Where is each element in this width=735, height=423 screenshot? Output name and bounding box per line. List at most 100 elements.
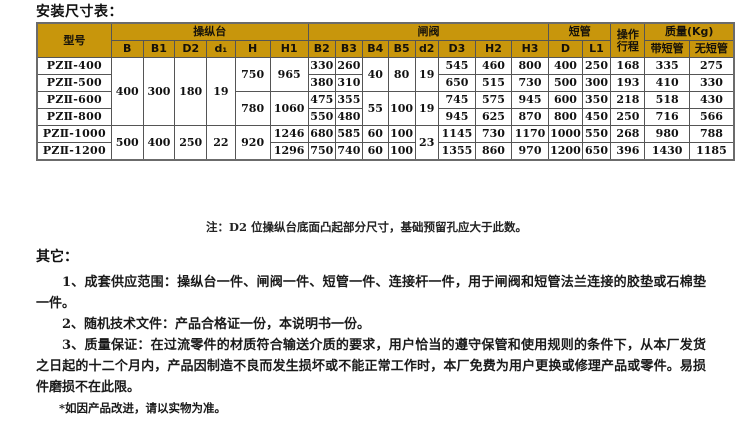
table-head: 型号 操纵台 闸阀 短管 操作 行程 质量(Kg) B B1 D2 d₁ H: [36, 22, 735, 58]
header-col-H: H: [234, 40, 271, 58]
cell-D: 1200: [548, 142, 583, 161]
header-group-short-pipe: 短管: [548, 22, 612, 41]
cell-H: 780: [234, 91, 271, 126]
cell-mass-with-pipe: 410: [644, 74, 690, 92]
cell-L1: 250: [581, 57, 612, 75]
other-item-1: 1、成套供应范围：操纵台一件、闸阀一件、短管一件、连接杆一件，用于闸阀和短管法兰…: [36, 275, 706, 311]
cell-d2: 19: [414, 57, 439, 92]
cell-H3: 800: [510, 57, 550, 75]
cell-model: PZⅡ-600: [36, 91, 112, 109]
dimensions-table-container: 型号 操纵台 闸阀 短管 操作 行程 质量(Kg) B B1 D2 d₁ H: [36, 22, 735, 161]
cell-stroke: 218: [610, 91, 646, 109]
dimensions-table: 型号 操纵台 闸阀 短管 操作 行程 质量(Kg) B B1 D2 d₁ H: [36, 22, 735, 161]
cell-D3: 1355: [437, 142, 477, 161]
table-header-group-row: 型号 操纵台 闸阀 短管 操作 行程 质量(Kg): [36, 22, 735, 58]
cell-H3: 945: [510, 91, 550, 109]
cell-B1: 400: [142, 125, 176, 161]
cell-D: 400: [548, 57, 583, 75]
cell-mass-without-pipe: 1185: [688, 142, 735, 161]
cell-B3: 355: [334, 91, 363, 109]
cell-D3: 545: [437, 57, 477, 75]
cell-mass-without-pipe: 275: [688, 57, 735, 75]
table-row: PZⅡ-600 780 1060 475 355 55 100 19 745 5…: [36, 91, 735, 126]
cell-model: PZⅡ-1200: [36, 142, 112, 161]
cell-stroke: 250: [610, 108, 646, 126]
header-col-B4: B4: [361, 40, 389, 58]
header-col-D2: D2: [174, 40, 208, 58]
header-col-H2: H2: [475, 40, 512, 58]
cell-stroke: 396: [610, 142, 646, 161]
cell-stroke: 168: [610, 57, 646, 75]
header-col-mass-with-pipe: 带短管: [644, 40, 690, 58]
table-row: PZⅡ-400 400 300 180 19 750 965 330 260 4…: [36, 57, 735, 126]
header-col-mass-without-pipe: 无短管: [688, 40, 735, 58]
cell-B3: 260: [334, 57, 363, 75]
cell-H3: 970: [510, 142, 550, 161]
cell-B3: 310: [334, 74, 363, 92]
cell-B4: 60: [361, 142, 389, 161]
cell-H2: 460: [475, 57, 512, 75]
cell-B2: 330: [307, 57, 336, 75]
header-col-B5: B5: [387, 40, 416, 58]
cell-mass-without-pipe: 566: [688, 108, 735, 126]
cell-mass-with-pipe: 716: [644, 108, 690, 126]
cell-D: 1000: [548, 125, 583, 143]
cell-D2: 250: [174, 125, 208, 161]
cell-B5: 100: [387, 142, 416, 161]
header-col-L1: L1: [581, 40, 612, 58]
header-col-H3: H3: [510, 40, 550, 58]
cell-B2: 680: [307, 125, 336, 143]
cell-model: PZⅡ-800: [36, 108, 112, 126]
cell-B5: 80: [387, 57, 416, 92]
cell-d1: 19: [206, 57, 236, 126]
cell-D: 600: [548, 91, 583, 109]
cell-L1: 300: [581, 74, 612, 92]
header-model: 型号: [36, 22, 112, 58]
other-item-2: 2、随机技术文件：产品合格证一份，本说明书一份。: [62, 317, 371, 332]
cell-stroke: 268: [610, 125, 646, 143]
cell-H1: 1246: [269, 125, 309, 143]
cell-B3: 585: [334, 125, 363, 143]
other-footnote: *如因产品改进，请以实物为准。: [59, 401, 227, 415]
cell-stroke: 193: [610, 74, 646, 92]
cell-B3: 480: [334, 108, 363, 126]
header-col-D: D: [548, 40, 583, 58]
section-title-other: 其它：: [36, 249, 78, 265]
cell-model: PZⅡ-400: [36, 57, 112, 75]
other-item-3: 3、质量保证：在过流零件的材质符合输送介质的要求，用户恰当的遵守保管和使用规则的…: [36, 338, 706, 395]
header-group-console: 操纵台: [110, 22, 309, 41]
cell-D3: 945: [437, 108, 477, 126]
cell-H2: 860: [475, 142, 512, 161]
operation-stroke-line2: 行程: [616, 39, 639, 53]
cell-B5: 100: [387, 125, 416, 143]
header-col-B3: B3: [334, 40, 363, 58]
cell-L1: 550: [581, 125, 612, 143]
cell-B1: 300: [142, 57, 176, 126]
cell-d2: 19: [414, 91, 439, 126]
cell-D2: 180: [174, 57, 208, 126]
cell-D: 800: [548, 108, 583, 126]
cell-H2: 575: [475, 91, 512, 109]
other-section-body: 1、成套供应范围：操纵台一件、闸阀一件、短管一件、连接杆一件，用于闸阀和短管法兰…: [36, 272, 706, 418]
cell-L1: 650: [581, 142, 612, 161]
cell-D3: 650: [437, 74, 477, 92]
cell-mass-without-pipe: 330: [688, 74, 735, 92]
header-col-D3: D3: [437, 40, 477, 58]
cell-mass-without-pipe: 788: [688, 125, 735, 143]
cell-H2: 730: [475, 125, 512, 143]
cell-B: 500: [110, 125, 144, 161]
cell-B2: 475: [307, 91, 336, 109]
table-row: PZⅡ-500 380 310 650 515 730 500 300 193 …: [36, 74, 735, 92]
header-col-H1: H1: [269, 40, 309, 58]
cell-mass-without-pipe: 430: [688, 91, 735, 109]
header-group-mass: 质量(Kg): [644, 22, 735, 41]
header-col-B: B: [110, 40, 144, 58]
cell-B5: 100: [387, 91, 416, 126]
cell-B2: 750: [307, 142, 336, 161]
operation-stroke-line1: 操作: [616, 27, 639, 41]
cell-B2: 380: [307, 74, 336, 92]
cell-D3: 1145: [437, 125, 477, 143]
cell-H: 750: [234, 57, 271, 92]
cell-mass-with-pipe: 518: [644, 91, 690, 109]
